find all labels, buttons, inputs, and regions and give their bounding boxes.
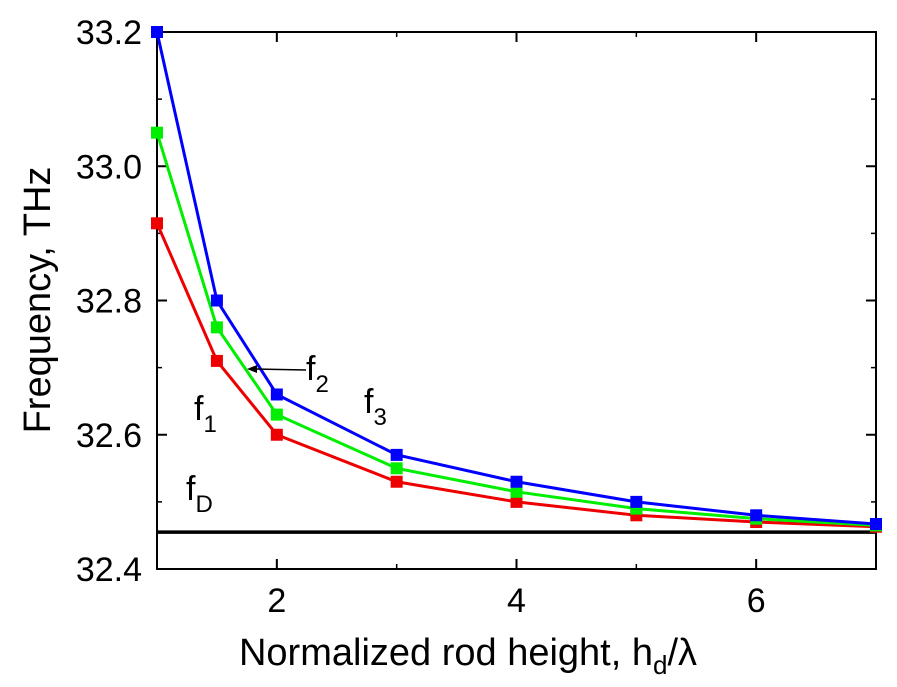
annotation-f2-arrowhead (247, 365, 257, 373)
data-point (210, 321, 223, 334)
x-axis-title-sub: d (653, 650, 667, 680)
x-tick-label: 2 (267, 582, 286, 620)
x-tick-label: 6 (747, 582, 766, 620)
series-line (155, 31, 877, 526)
data-point (390, 475, 403, 488)
y-tick-label: 32.6 (76, 417, 142, 455)
annotation-fd: fD (186, 470, 213, 518)
data-point (270, 388, 283, 401)
x-axis-title-tail: /λ (667, 632, 697, 674)
annotation-f1: f1 (194, 390, 217, 438)
annotation-fd-main: f (186, 470, 196, 508)
series-0 (151, 26, 882, 531)
y-tick-label: 32.4 (76, 551, 142, 589)
series-line (155, 222, 877, 529)
data-point (210, 294, 223, 307)
y-tick-label: 33.2 (76, 14, 142, 52)
x-tick-label: 4 (507, 582, 526, 620)
series-2 (151, 217, 882, 533)
data-point (270, 408, 283, 421)
annotation-f1-main: f (194, 390, 204, 428)
series-line (155, 132, 877, 527)
data-point (870, 518, 882, 531)
data-point (270, 428, 283, 441)
data-point (390, 448, 403, 461)
annotation-f2-pointer (252, 368, 307, 371)
axis-ticks (156, 31, 877, 570)
annotation-f3: f3 (364, 383, 387, 431)
annotation-f2-sub: 2 (315, 371, 328, 398)
data-point (630, 495, 643, 508)
annotation-f1-sub: 1 (203, 411, 216, 438)
data-point (750, 509, 763, 522)
axis-tick-labels: 2 4 6 32.4 32.6 32.8 33.0 33.2 (76, 14, 766, 620)
data-point (151, 217, 163, 230)
annotation-fd-sub: D (195, 491, 212, 518)
data-point (510, 495, 523, 508)
annotation-f3-sub: 3 (373, 404, 386, 431)
x-axis-title: Normalized rod height, hd/λ (239, 632, 697, 680)
data-point (210, 354, 223, 367)
data-point (510, 485, 523, 498)
series-1 (151, 126, 882, 532)
y-axis-title: Frequency, THz (17, 167, 59, 434)
annotation-f3-main: f (364, 383, 374, 421)
x-axis-title-main: Normalized rod height, h (239, 632, 653, 674)
annotation-f2-main: f (306, 350, 316, 388)
data-point (151, 126, 163, 139)
data-point (390, 462, 403, 475)
series-layer (151, 26, 882, 533)
annotation-f2: f2 (306, 350, 329, 398)
data-point (151, 26, 163, 38)
y-tick-label: 33.0 (76, 148, 142, 186)
y-tick-label: 32.8 (76, 283, 142, 321)
data-point (510, 475, 523, 488)
